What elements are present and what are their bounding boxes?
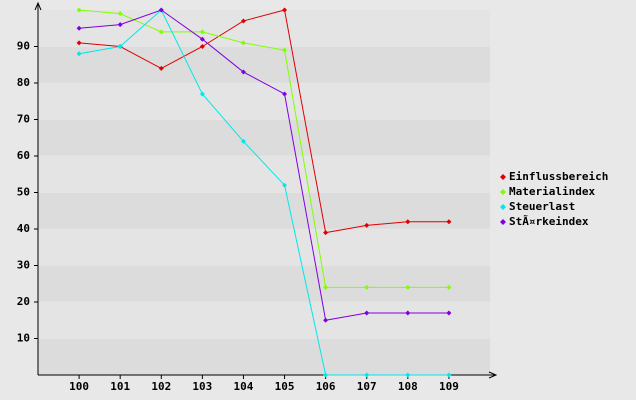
- data-point: [199, 44, 205, 49]
- plot-band: [38, 192, 490, 229]
- data-point: [323, 372, 329, 378]
- plot-band: [38, 83, 490, 120]
- data-point: [364, 372, 370, 378]
- x-tick-label: 107: [357, 380, 377, 393]
- y-tick-label: 40: [17, 222, 30, 235]
- x-axis-arrow: [488, 371, 498, 379]
- data-point: [199, 91, 205, 97]
- x-tick-label: 106: [316, 380, 336, 393]
- data-point: [76, 40, 82, 46]
- data-point: [323, 317, 329, 323]
- data-point: [117, 44, 123, 49]
- data-point: [240, 69, 246, 75]
- y-tick-label: 80: [17, 76, 30, 89]
- plot-band: [38, 119, 490, 156]
- x-tick-label: 100: [69, 380, 89, 393]
- data-point: [282, 7, 288, 13]
- data-point: [117, 11, 123, 17]
- data-point: [364, 310, 370, 316]
- data-point: [76, 7, 82, 13]
- plot-band: [38, 10, 490, 47]
- data-point: [405, 310, 411, 316]
- data-point: [446, 284, 452, 290]
- data-point: [282, 47, 288, 53]
- x-tick-label: 103: [192, 380, 212, 393]
- legend-label: Materialindex: [509, 185, 595, 198]
- data-point: [240, 40, 246, 46]
- data-point: [158, 65, 164, 71]
- data-point: [240, 138, 246, 144]
- data-point: [323, 230, 329, 236]
- y-tick-label: 90: [17, 40, 30, 53]
- y-tick-label: 20: [17, 295, 30, 308]
- data-point: [282, 182, 288, 188]
- series-line: [79, 9, 449, 288]
- legend-label: Steuerlast: [509, 200, 575, 213]
- legend-marker: [500, 174, 506, 180]
- data-point: [117, 22, 123, 28]
- series-line: [79, 9, 449, 234]
- data-point: [240, 18, 246, 24]
- plot-band: [38, 46, 490, 83]
- x-tick-label: 109: [439, 380, 459, 393]
- data-point: [405, 219, 411, 225]
- data-point: [76, 25, 82, 31]
- plot-band: [38, 229, 490, 266]
- plot-band: [38, 302, 490, 339]
- data-point: [446, 219, 452, 225]
- data-point: [446, 310, 452, 316]
- data-point: [364, 284, 370, 290]
- legend-marker: [500, 219, 506, 225]
- y-tick-label: 10: [17, 332, 30, 345]
- y-tick-label: 30: [17, 259, 30, 272]
- legend-marker: [500, 189, 506, 195]
- legend-marker: [500, 204, 506, 210]
- y-tick-label: 60: [17, 149, 30, 162]
- plot-band: [38, 338, 490, 375]
- data-point: [405, 284, 411, 290]
- data-point: [199, 29, 205, 35]
- y-tick-label: 50: [17, 186, 30, 199]
- data-point: [158, 7, 164, 13]
- plot-band: [38, 156, 490, 193]
- data-point: [323, 284, 329, 290]
- series-line: [79, 9, 449, 321]
- x-tick-label: 101: [110, 380, 130, 393]
- data-point: [405, 372, 411, 378]
- x-tick-label: 102: [151, 380, 171, 393]
- series-line: [79, 9, 449, 376]
- data-point: [76, 51, 82, 57]
- data-point: [158, 29, 164, 35]
- x-tick-label: 108: [398, 380, 418, 393]
- x-tick-label: 104: [234, 380, 254, 393]
- y-axis-arrow: [34, 1, 42, 11]
- data-point: [364, 222, 370, 228]
- legend-label: StÃ¤rkeindex: [509, 215, 589, 228]
- legend-label: Einflussbereich: [509, 170, 608, 183]
- data-point: [199, 36, 205, 42]
- plot-band: [38, 265, 490, 302]
- data-point: [446, 372, 452, 378]
- data-point: [282, 91, 288, 97]
- x-tick-label: 105: [275, 380, 295, 393]
- y-tick-label: 70: [17, 113, 30, 126]
